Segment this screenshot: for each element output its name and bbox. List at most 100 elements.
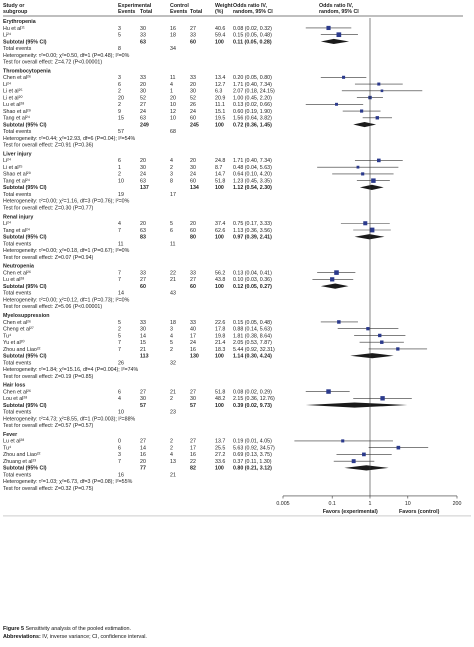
exp-total: 20 bbox=[140, 459, 146, 465]
study-ci-text: 0.60 (0.19, 1.90) bbox=[233, 109, 272, 115]
ctrl-events: 4 bbox=[170, 452, 173, 458]
subtotal-weight: 100 bbox=[215, 284, 224, 290]
subtotal-diamond bbox=[320, 283, 349, 289]
study-ci-text: 0.75 (0.17, 3.33) bbox=[233, 221, 272, 227]
point-estimate-square bbox=[363, 221, 368, 226]
exp-total: 27 bbox=[140, 389, 146, 395]
exp-total: 30 bbox=[140, 327, 146, 333]
ctrl-events: 20 bbox=[170, 95, 176, 101]
heterogeneity-text: Heterogeneity: τ²=0.00; χ²=1.16, df=3 (P… bbox=[3, 199, 130, 205]
ctrl-total: 24 bbox=[190, 109, 196, 115]
ctrl-events: 16 bbox=[170, 26, 176, 32]
total-events-exp: 19 bbox=[118, 192, 124, 198]
exp-total: 52 bbox=[140, 95, 146, 101]
study-label: Zhou and Liao²² bbox=[3, 347, 41, 353]
x-axis-tick-label: 1 bbox=[369, 501, 372, 507]
total-events-exp: 11 bbox=[118, 241, 124, 247]
heterogeneity-text: Heterogeneity: τ²=0.44; χ²=12.93, df=6 (… bbox=[3, 136, 136, 142]
study-weight: 13.4 bbox=[215, 75, 225, 81]
exp-total: 63 bbox=[140, 228, 146, 234]
subtotal-weight: 100 bbox=[215, 354, 224, 360]
study-ci-text: 0.13 (0.04, 0.41) bbox=[233, 270, 272, 276]
study-weight: 62.6 bbox=[215, 228, 225, 234]
exp-events: 2 bbox=[118, 89, 121, 95]
exp-events: 0 bbox=[118, 439, 121, 445]
study-weight: 43.8 bbox=[215, 277, 225, 283]
ctrl-total: 27 bbox=[190, 277, 196, 283]
ctrl-events: 18 bbox=[170, 320, 176, 326]
ctrl-events: 18 bbox=[170, 33, 176, 39]
ctrl-events: 2 bbox=[170, 396, 173, 402]
ctrl-events: 21 bbox=[170, 277, 176, 283]
subtotal-ctrl-total: 245 bbox=[190, 122, 199, 128]
study-weight: 15.1 bbox=[215, 109, 225, 115]
ctrl-events: 11 bbox=[170, 75, 176, 81]
total-events-exp: 10 bbox=[118, 410, 124, 416]
subtotal-ci-text: 0.97 (0.39, 2.41) bbox=[233, 235, 272, 241]
exp-events: 6 bbox=[118, 445, 121, 451]
exp-events: 7 bbox=[118, 459, 121, 465]
subtotal-weight: 100 bbox=[215, 122, 224, 128]
subgroup-title: Fever bbox=[3, 432, 17, 438]
study-label: Li et al²⁰ bbox=[3, 95, 23, 101]
study-weight: 51.8 bbox=[215, 178, 225, 184]
study-label: Hu et al¹¹ bbox=[3, 26, 25, 32]
study-weight: 12.7 bbox=[215, 82, 225, 88]
study-ci-text: 0.13 (0.02, 0.66) bbox=[233, 102, 272, 108]
total-events-ctrl: 23 bbox=[170, 410, 176, 416]
ctrl-total: 24 bbox=[190, 340, 196, 346]
exp-events: 9 bbox=[118, 109, 121, 115]
subtotal-label: Subtotal (95% CI) bbox=[3, 185, 47, 191]
exp-events: 6 bbox=[118, 158, 121, 164]
point-estimate-square bbox=[336, 32, 342, 38]
study-label: Li²⁴ bbox=[3, 33, 12, 39]
study-ci-text: 1.56 (0.64, 3.82) bbox=[233, 116, 272, 122]
ctrl-events: 1 bbox=[170, 89, 173, 95]
ctrl-total: 17 bbox=[190, 333, 196, 339]
subtotal-diamond bbox=[359, 184, 384, 190]
header-weight-unit: (%) bbox=[215, 9, 223, 15]
point-estimate-square bbox=[380, 396, 385, 401]
exp-total: 63 bbox=[140, 178, 146, 184]
study-weight: 11.1 bbox=[215, 102, 225, 108]
point-estimate-square bbox=[375, 116, 379, 120]
study-weight: 48.2 bbox=[215, 396, 225, 402]
subtotal-exp-total: 57 bbox=[140, 403, 146, 409]
overall-effect-text: Test for overall effect: Z=0.30 (P=0.77) bbox=[3, 205, 94, 211]
total-events-label: Total events bbox=[3, 192, 32, 198]
study-label: Yu et al²⁰ bbox=[3, 340, 25, 346]
study-ci-text: 0.10 (0.03, 0.36) bbox=[233, 277, 272, 283]
subtotal-exp-total: 83 bbox=[140, 235, 146, 241]
subtotal-ctrl-total: 60 bbox=[190, 284, 196, 290]
study-label: Chen et al²⁶ bbox=[3, 389, 31, 395]
subtotal-ci-text: 1.12 (0.54, 2.30) bbox=[233, 185, 272, 191]
subtotal-weight: 100 bbox=[215, 466, 224, 472]
ctrl-total: 33 bbox=[190, 75, 196, 81]
ctrl-total: 20 bbox=[190, 221, 196, 227]
point-estimate-square bbox=[380, 89, 384, 93]
study-label: Li et al²⁵ bbox=[3, 89, 23, 95]
subtotal-diamond bbox=[354, 234, 385, 240]
header-exp-events: Events bbox=[118, 9, 135, 15]
exp-total: 20 bbox=[140, 82, 146, 88]
heterogeneity-text: Heterogeneity: τ²=0.00; χ²=0.18, df=1 (P… bbox=[3, 248, 130, 254]
subtotal-ci-text: 0.11 (0.05, 0.28) bbox=[233, 39, 272, 45]
ctrl-events: 4 bbox=[170, 158, 173, 164]
study-weight: 19.5 bbox=[215, 116, 225, 122]
ctrl-total: 26 bbox=[190, 102, 196, 108]
study-ci-text: 2.05 (0.53, 7.87) bbox=[233, 340, 272, 346]
ctrl-events: 2 bbox=[170, 347, 173, 353]
total-events-ctrl: 11 bbox=[170, 241, 176, 247]
study-ci-text: 0.37 (0.11, 1.30) bbox=[233, 459, 272, 465]
header-ctrl-events: Events bbox=[170, 9, 187, 15]
study-label: Lu et al²⁸ bbox=[3, 439, 24, 445]
total-events-exp: 16 bbox=[118, 472, 124, 478]
study-label: Lu et al²⁸ bbox=[3, 277, 24, 283]
total-events-label: Total events bbox=[3, 472, 32, 478]
study-weight: 56.2 bbox=[215, 270, 225, 276]
heterogeneity-text: Heterogeneity: τ²=0.00; χ²=0.12, df=1 (P… bbox=[3, 297, 130, 303]
ctrl-total: 27 bbox=[190, 389, 196, 395]
study-label: Lou et al²⁸ bbox=[3, 396, 27, 402]
study-label: Shao et al²⁹ bbox=[3, 109, 31, 115]
